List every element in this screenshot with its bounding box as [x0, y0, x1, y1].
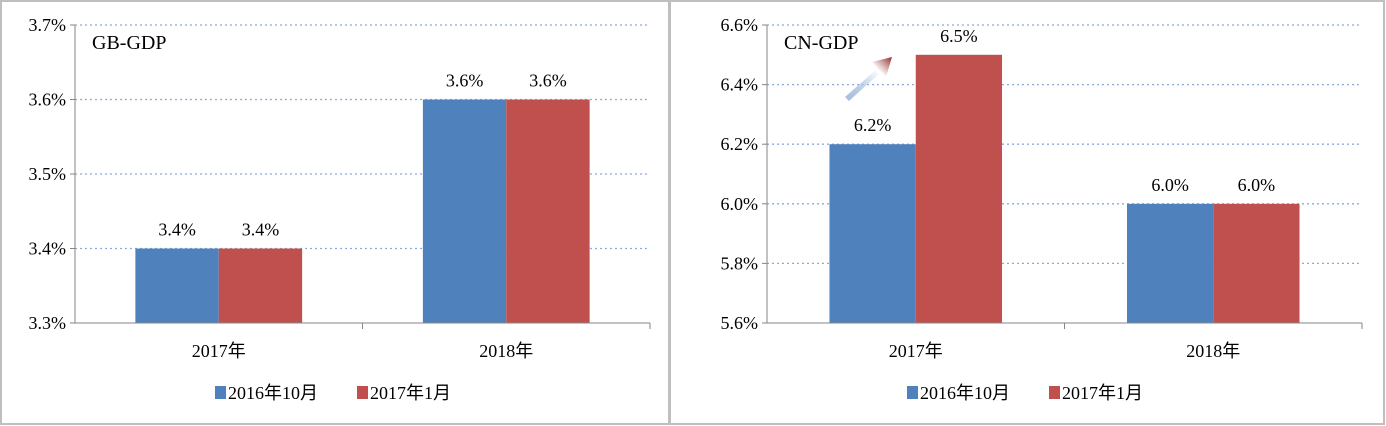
legend-label: 2016年10月 [920, 383, 1010, 403]
legend-swatch [1049, 386, 1060, 399]
x-tick-label: 2017年 [192, 341, 246, 361]
x-tick-label: 2017年 [889, 341, 943, 361]
bar [829, 144, 916, 323]
bar [915, 54, 1003, 324]
data-label: 3.4% [158, 220, 196, 240]
data-label: 6.0% [1151, 175, 1189, 195]
data-label: 6.2% [854, 115, 892, 135]
data-label: 3.4% [242, 220, 280, 240]
y-tick-label: 3.4% [29, 239, 67, 259]
y-tick-label: 3.3% [29, 313, 67, 333]
x-tick-label: 2018年 [1186, 341, 1240, 361]
legend-swatch [907, 386, 918, 399]
legend-swatch [215, 386, 226, 399]
data-label: 6.5% [940, 26, 978, 46]
legend-swatch [357, 386, 368, 399]
y-tick-label: 6.0% [721, 194, 759, 214]
bar [218, 248, 303, 323]
y-tick-label: 3.5% [29, 164, 67, 184]
bar [506, 99, 590, 323]
data-label: 3.6% [446, 71, 484, 91]
y-tick-label: 5.8% [721, 253, 759, 273]
y-tick-label: 6.4% [721, 75, 759, 95]
gb-gdp-chart: 3.3% 3.4% 3.5% 3.6% 3.7% 3.4% 3.4% 2017年 3.6% 3.6… [29, 15, 651, 403]
arrow-up-icon [845, 57, 892, 101]
legend-label: 2017年1月 [1062, 383, 1143, 403]
y-tick-label: 6.6% [721, 15, 759, 35]
x-tick-label: 2018年 [479, 341, 533, 361]
bar [422, 99, 507, 323]
y-tick-label: 3.7% [29, 15, 67, 35]
data-label: 6.0% [1238, 175, 1276, 195]
legend-label: 2017年1月 [370, 383, 451, 403]
legend-label: 2016年10月 [228, 383, 318, 403]
bar [1213, 203, 1300, 323]
bar [135, 248, 219, 323]
chart-title: CN-GDP [784, 32, 858, 54]
data-label: 3.6% [529, 71, 567, 91]
cn-gdp-chart: 5.6% 5.8% 6.0% 6.2% 6.4% 6.6% 6.2% 6.5% 2017年 6.0… [721, 15, 1363, 403]
y-tick-label: 5.6% [721, 313, 759, 333]
chart-title: GB-GDP [92, 32, 166, 54]
bar [1126, 203, 1214, 323]
y-tick-label: 6.2% [721, 134, 759, 154]
y-tick-label: 3.6% [29, 90, 67, 110]
